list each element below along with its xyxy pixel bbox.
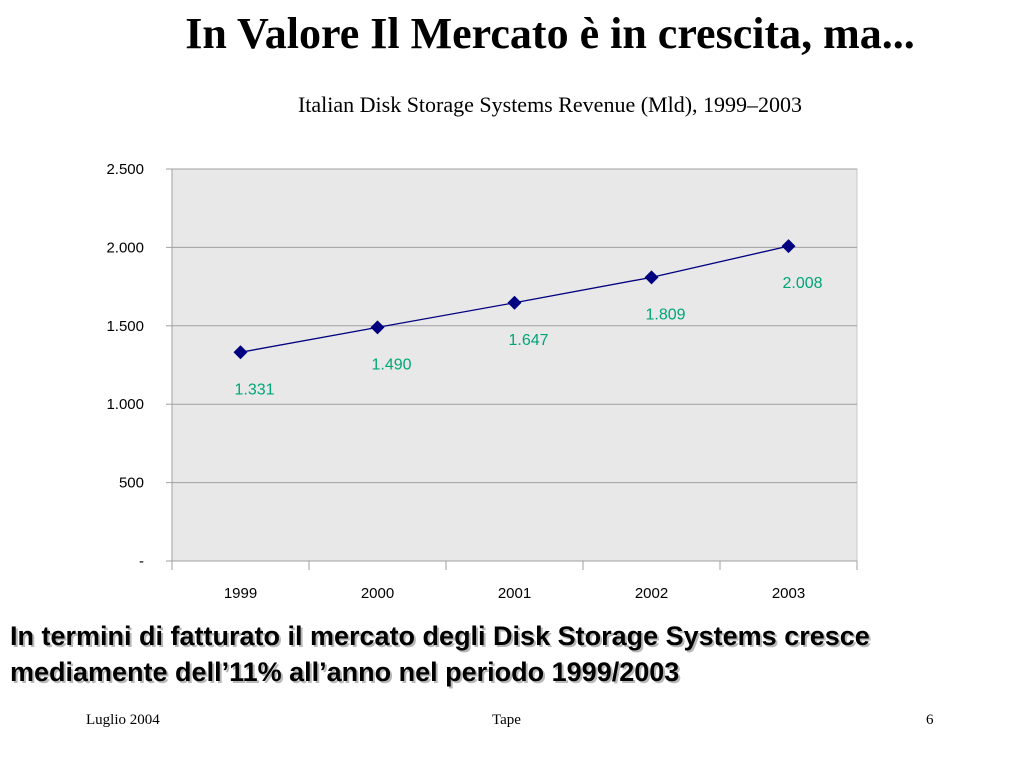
x-tick-label: 2003: [772, 585, 805, 602]
data-label: 2.008: [783, 275, 823, 292]
y-tick-label: 2.000: [106, 239, 144, 256]
data-label: 1.490: [372, 356, 412, 373]
data-label: 1.331: [235, 381, 275, 398]
x-tick-label: 2002: [635, 585, 668, 602]
chart-title: Italian Disk Storage Systems Revenue (Ml…: [297, 92, 803, 117]
data-label: 1.809: [646, 306, 686, 323]
data-point-marker: [233, 345, 248, 360]
y-tick-label: 1.500: [106, 318, 144, 335]
footer-date: Luglio 2004: [86, 712, 160, 728]
footer-page-number: 6: [926, 712, 934, 728]
y-tick-label: -: [139, 553, 144, 570]
x-tick-label: 2000: [361, 585, 394, 602]
x-tick-label: 1999: [224, 585, 257, 602]
data-point-marker: [781, 239, 796, 254]
footer-topic: Tape: [492, 712, 521, 728]
data-point-marker: [507, 295, 522, 310]
y-tick-label: 1.000: [106, 396, 144, 413]
plot-area: [171, 168, 858, 562]
data-point-marker: [370, 320, 385, 335]
summary-text: In termini di fatturato il mercato degli…: [10, 621, 870, 687]
data-label: 1.647: [509, 332, 549, 349]
slide-title: In Valore Il Mercato è in crescita, ma..…: [185, 9, 915, 58]
data-point-marker: [644, 270, 659, 285]
y-tick-label: 2.500: [106, 161, 144, 178]
x-tick-label: 2001: [498, 585, 531, 602]
y-tick-label: 500: [119, 475, 144, 492]
